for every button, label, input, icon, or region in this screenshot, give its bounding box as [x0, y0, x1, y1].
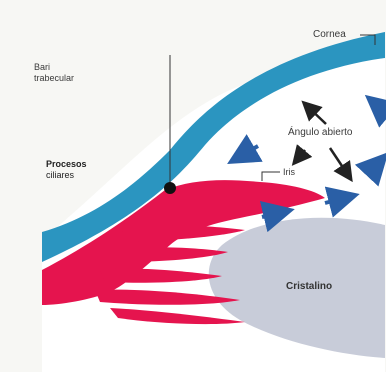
ciliary-process-3: [100, 268, 222, 283]
flow-arrow-right-bottom: [354, 152, 386, 187]
flow-arrow-left: [227, 134, 263, 165]
angle-arrow-lower: [328, 147, 353, 183]
angle-arrow-upper: [301, 100, 327, 125]
flow-arrow-right-top: [364, 94, 386, 128]
cornea-band: [42, 32, 385, 262]
label-ciliary-line2: ciliares: [46, 170, 75, 180]
flow-arrow-pupil: [324, 186, 360, 218]
label-ciliary-line1: Procesos: [46, 159, 87, 169]
ciliary-process-2: [110, 247, 228, 262]
ciliary-process-5: [110, 308, 245, 325]
angle-arrow-left: [291, 144, 313, 166]
label-iris: Iris: [283, 167, 295, 177]
ciliary-process-4: [95, 289, 240, 305]
label-cornea: Cornea: [313, 29, 346, 40]
iris-leader: [261, 171, 280, 181]
label-trabecular-line1: Bari: [34, 62, 51, 72]
cornea-leader: [360, 34, 376, 45]
label-trabecular-line2: trabecular: [34, 73, 75, 83]
flow-arrow-under-iris: [259, 201, 295, 233]
trabecular-dot: [164, 182, 176, 194]
ciliary-process-1: [120, 225, 245, 242]
iris-ciliary-body: [42, 180, 325, 325]
label-open-angle: Ángulo abierto: [288, 127, 353, 138]
label-lens: Cristalino: [286, 281, 333, 292]
lens-shape: [208, 217, 385, 358]
